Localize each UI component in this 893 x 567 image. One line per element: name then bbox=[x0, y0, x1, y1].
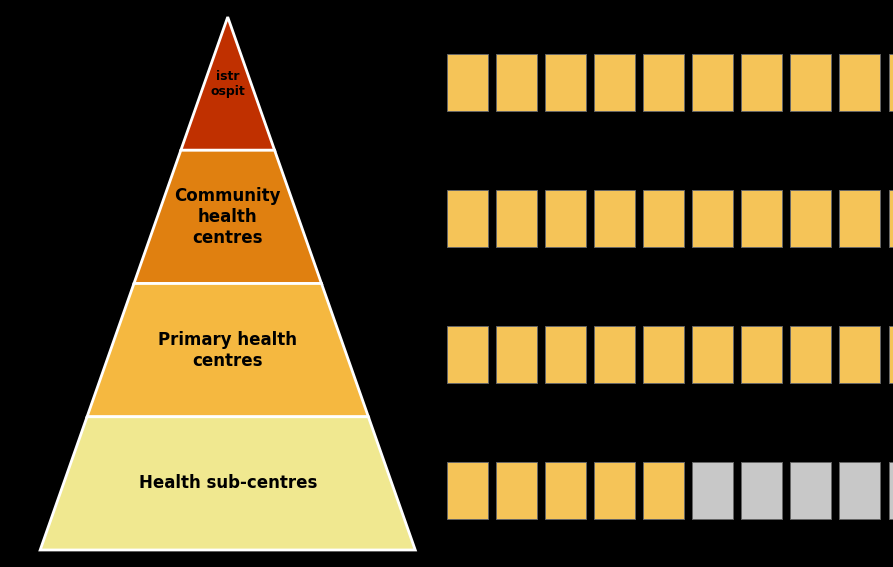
Bar bbox=[790, 326, 831, 383]
Bar bbox=[446, 190, 488, 247]
Polygon shape bbox=[134, 150, 321, 284]
Bar bbox=[889, 190, 893, 247]
Bar bbox=[839, 190, 880, 247]
Bar bbox=[594, 190, 635, 247]
Bar bbox=[643, 190, 684, 247]
Bar bbox=[741, 190, 782, 247]
Bar bbox=[594, 462, 635, 519]
Bar bbox=[839, 54, 880, 111]
Bar bbox=[741, 54, 782, 111]
Bar bbox=[496, 54, 537, 111]
Bar bbox=[741, 462, 782, 519]
Bar bbox=[889, 54, 893, 111]
Bar bbox=[790, 54, 831, 111]
Bar bbox=[594, 54, 635, 111]
Bar bbox=[496, 190, 537, 247]
Bar bbox=[790, 462, 831, 519]
Bar bbox=[741, 326, 782, 383]
Bar bbox=[692, 54, 733, 111]
Bar bbox=[545, 462, 586, 519]
Bar bbox=[643, 326, 684, 383]
Bar bbox=[692, 190, 733, 247]
Text: istr
ospit: istr ospit bbox=[211, 70, 245, 98]
Polygon shape bbox=[180, 17, 274, 150]
Polygon shape bbox=[88, 284, 369, 417]
Bar bbox=[496, 462, 537, 519]
Bar bbox=[790, 190, 831, 247]
Bar bbox=[545, 54, 586, 111]
Bar bbox=[446, 462, 488, 519]
Bar bbox=[496, 326, 537, 383]
Bar bbox=[643, 462, 684, 519]
Bar bbox=[594, 326, 635, 383]
Bar bbox=[446, 54, 488, 111]
Polygon shape bbox=[40, 417, 415, 550]
Bar bbox=[839, 326, 880, 383]
Bar bbox=[889, 326, 893, 383]
Bar bbox=[545, 326, 586, 383]
Bar bbox=[692, 462, 733, 519]
Bar bbox=[889, 462, 893, 519]
Bar bbox=[692, 326, 733, 383]
Text: Primary health
centres: Primary health centres bbox=[158, 331, 297, 370]
Bar bbox=[643, 54, 684, 111]
Bar bbox=[446, 326, 488, 383]
Bar bbox=[545, 190, 586, 247]
Text: Community
health
centres: Community health centres bbox=[174, 187, 281, 247]
Text: Health sub-centres: Health sub-centres bbox=[138, 475, 317, 492]
Bar bbox=[839, 462, 880, 519]
